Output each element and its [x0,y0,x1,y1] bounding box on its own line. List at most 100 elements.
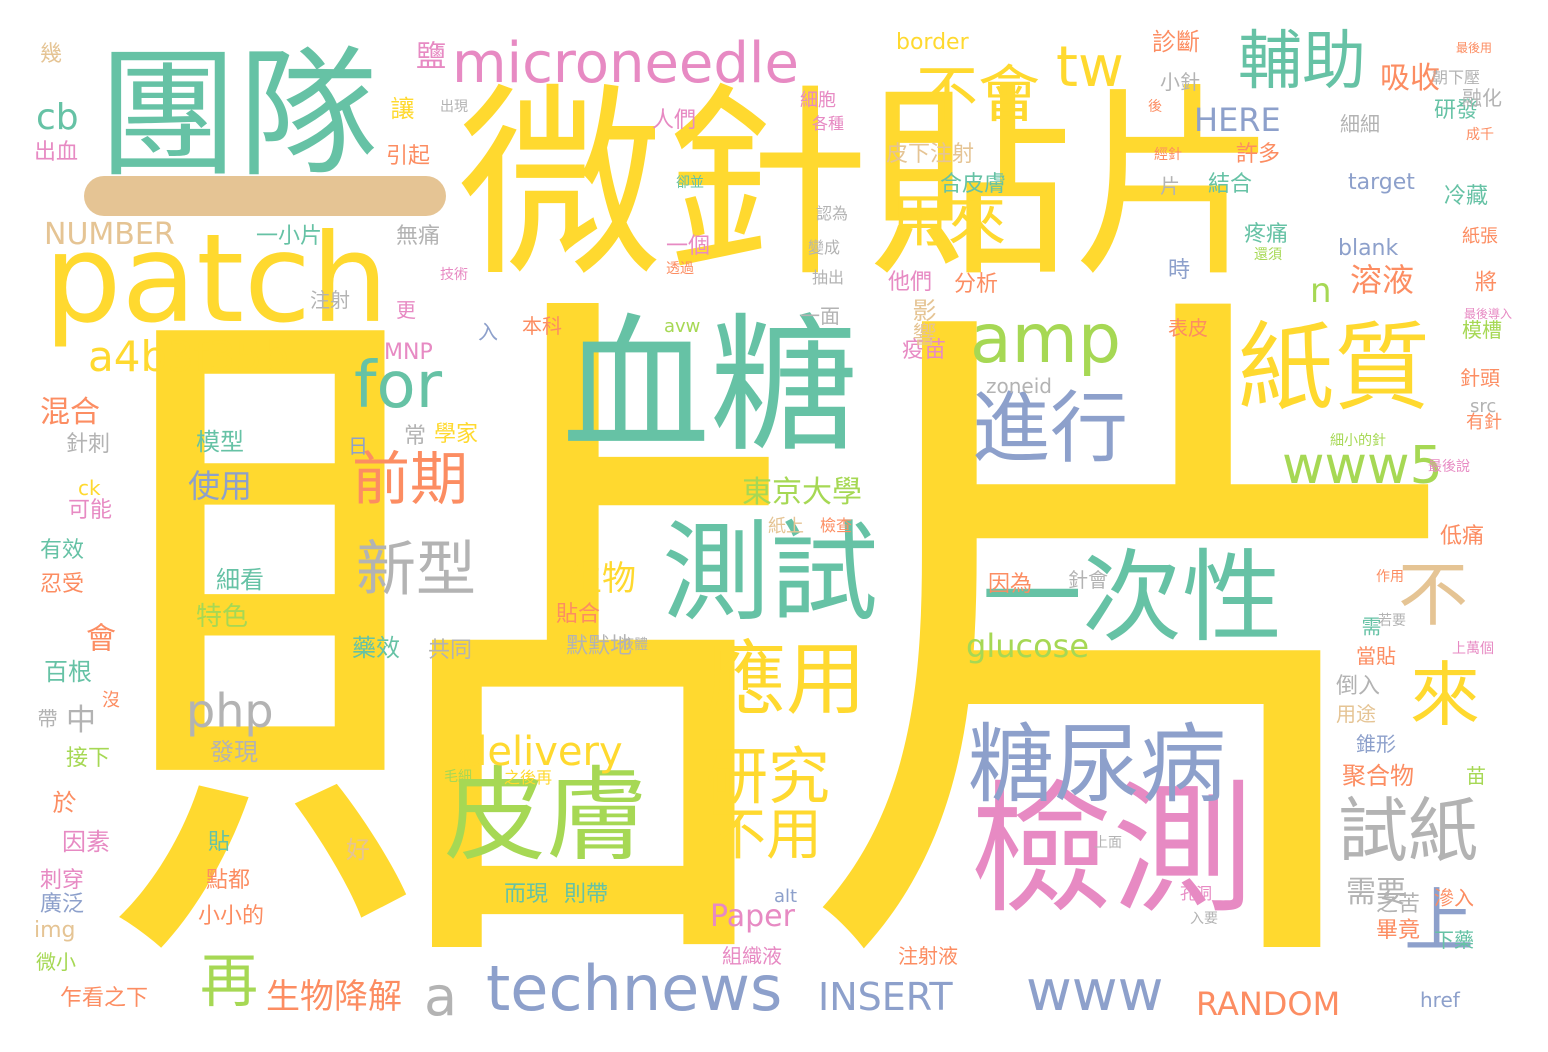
word-w016: 進行 [972,384,1129,474]
word-w128: href [1420,988,1460,1012]
word-w143: 朝下壓 [1432,68,1481,87]
word-w084: 常 [404,424,427,449]
word-w136: 結合 [1208,172,1253,197]
word-w075: 分析 [954,272,999,297]
word-w053: 細看 [216,566,264,594]
word-w078: 本科 [522,314,562,338]
word-w162: 經針 [1154,147,1182,163]
word-w037: RANDOM [1196,985,1341,1023]
word-w105: 好 [346,836,370,864]
word-w152: 出現 [440,99,468,115]
word-w119: 倒入 [1336,674,1381,699]
word-w062: 讓 [386,96,414,120]
word-w027: a4b3f35b [88,332,289,381]
word-w109: 注射液 [898,944,958,968]
word-w056: 混合 [40,395,100,430]
word-w102: 小小的 [198,904,265,929]
word-w107: 則帶 [564,882,609,907]
word-w177: 液體 [620,637,648,653]
word-w021: 新型 [356,535,476,605]
word-w100: 微小 [36,950,76,974]
word-w065: 幾 [40,42,63,67]
word-w115: 因為 [988,572,1033,597]
word-w113: 默默地 [566,634,633,659]
word-w139: 疼痛 [1244,222,1289,247]
word-w123: 需 [1358,616,1382,636]
word-w079: 入 [478,320,498,344]
word-w174: 之後再 [504,768,553,787]
word-w050: Paper [710,899,795,934]
word-w012: technews [486,952,783,1025]
word-w117: 紙上 [768,516,804,537]
word-w112: 共同 [428,638,473,663]
word-w051: 使用 [188,467,253,505]
word-w054: 特色 [196,602,249,632]
word-w140: 表皮 [1168,316,1208,340]
word-w138: 時 [1168,258,1191,283]
word-w070: 無痛 [396,224,441,249]
word-w159: 技術 [440,267,468,283]
word-w047: 生物 [568,559,636,599]
word-w166: 最後導入 [1464,307,1513,321]
word-w034: delivery [462,729,623,775]
word-w011: 紙質 [1238,312,1430,424]
word-w007: 一次性 [982,539,1282,656]
word-w154: 成千 [1466,127,1494,143]
word-w116: 針會 [1068,568,1108,592]
word-w118: 聚合物 [1342,762,1414,790]
word-w098: 廣泛 [40,892,85,917]
word-w082: 一面 [800,304,840,328]
word-w155: 各種 [812,114,845,133]
word-w103: 點都 [206,868,251,893]
word-w134: 研發 [1434,98,1479,123]
wide-bar-glyph [84,176,446,216]
word-w022: 用來 [890,187,1007,255]
word-w017: 試紙 [1338,790,1478,872]
word-w008: 皮膚 [444,757,648,876]
word-w151: 細胞 [800,90,836,111]
word-w096: 因素 [62,828,110,856]
word-w035: 生物降解 [266,977,402,1017]
word-w067: 皮下注射 [886,142,975,167]
word-w087: ck [78,476,101,500]
word-w121: 錐形 [1356,732,1396,756]
word-w015: 應用 [706,633,866,726]
word-w160: 透過 [666,261,694,277]
word-w133: 細細 [1340,112,1380,136]
word-w006: 檢測 [970,768,1254,933]
word-w081: avw [664,316,701,337]
word-w111: 藥效 [352,634,400,662]
word-w031: 不 [1398,554,1468,636]
word-w066: 人們 [652,108,697,133]
word-w076: 疫苗 [902,338,947,363]
word-w165: 將 [1471,270,1496,292]
word-w135: 許多 [1236,142,1281,167]
word-w030: 上 [1404,880,1474,962]
word-w150: 苗 [1466,764,1486,788]
word-w013: microneedle [452,31,799,96]
word-w004: patch [44,208,389,350]
word-w106: 而現 [504,882,549,907]
word-w064: 出血 [34,140,79,165]
word-w032: 來 [1410,654,1480,736]
word-w125: 之苦 [1376,892,1421,917]
word-w149: 低痛 [1440,524,1485,549]
word-w039: php [186,684,274,738]
word-w080: MNP [384,340,433,365]
word-w057: 中 [66,703,96,738]
word-w097: 刺穿 [40,868,85,893]
word-w001: 貼片 [96,242,1496,1052]
word-w170: 上萬個 [1452,641,1494,657]
word-w063: 引起 [386,144,431,169]
word-w019: amp [970,300,1122,379]
word-w058: 會 [80,622,115,652]
word-w009: 測試 [662,511,879,636]
word-w093: 沒 [99,690,120,708]
word-w176: 檢查 [820,516,853,535]
word-w169: 作用 [1376,569,1404,585]
word-w072: 更 [396,298,416,322]
word-w101: 乍看之下 [60,986,149,1011]
word-w164: 最後用 [1456,41,1493,55]
word-w157: 變成 [808,238,841,257]
word-w049: HERE [1194,101,1281,139]
